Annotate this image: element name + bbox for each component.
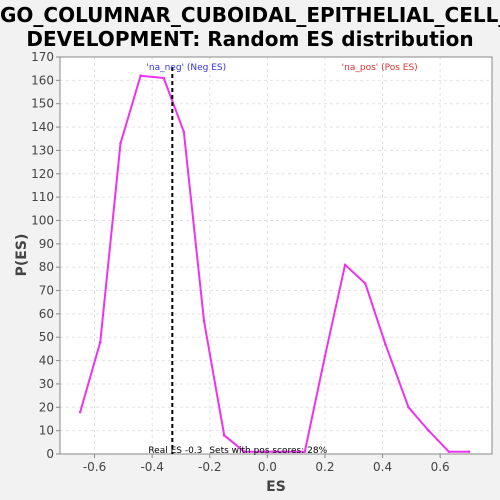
data-point	[263, 450, 266, 453]
data-point	[303, 450, 307, 453]
y-tick-label: 40	[39, 354, 54, 368]
chart-title-line-2: DEVELOPMENT: Random ES distribution	[26, 27, 474, 51]
data-point	[447, 450, 451, 453]
data-point	[222, 434, 226, 437]
data-point	[283, 450, 286, 453]
annotations: 'na_neg' (Neg ES) 'na_pos' (Pos ES) Real E…	[146, 63, 417, 456]
plot-area	[60, 57, 492, 454]
x-tick-label: -0.6	[83, 460, 106, 474]
x-tick-label: 0.2	[315, 460, 334, 474]
data-point	[427, 429, 430, 432]
y-tick-label: 100	[31, 213, 54, 227]
data-point	[119, 142, 122, 145]
data-point	[78, 410, 82, 414]
data-point	[323, 354, 327, 358]
plot-border	[59, 56, 493, 455]
y-tick-label: 80	[39, 260, 54, 274]
y-tick-label: 70	[39, 284, 54, 298]
y-tick-label: 20	[39, 400, 54, 414]
y-tick-label: 110	[31, 190, 54, 204]
y-tick-label: 170	[31, 50, 54, 64]
y-tick-label: 50	[39, 330, 54, 344]
real-es-label: Real ES -0.3	[148, 446, 202, 456]
y-tick-label: 0	[46, 447, 54, 461]
data-point	[139, 74, 142, 77]
neg-es-label: 'na_neg' (Neg ES)	[146, 63, 226, 73]
pos-es-label: 'na_pos' (Pos ES)	[342, 63, 418, 73]
x-tick-label: -0.2	[198, 460, 221, 474]
x-tick-label: 0.0	[258, 460, 277, 474]
y-tick-label: 90	[39, 237, 54, 251]
x-axis-title: ES	[266, 479, 286, 495]
data-point	[407, 405, 410, 409]
grid	[60, 56, 492, 455]
data-point	[202, 319, 206, 323]
y-tick-label: 150	[31, 97, 54, 111]
y-tick-label: 120	[31, 167, 54, 181]
pos-scores-label: Sets with pos scores: 28%	[209, 446, 327, 456]
data-point	[363, 282, 367, 285]
y-axis-title: P(ES)	[14, 234, 30, 277]
y-tick-label: 30	[39, 377, 54, 391]
data-point	[99, 340, 102, 344]
x-tick-label: -0.4	[140, 460, 163, 474]
series-line	[79, 74, 469, 453]
data-point	[467, 450, 471, 453]
data-point	[343, 263, 347, 267]
y-tick-label: 10	[39, 424, 54, 438]
axes: 0 10 20 30 40 50 60 70 80 90 100 110 120 130 140 150 160…	[31, 50, 493, 474]
data-point	[384, 342, 387, 346]
data-point	[182, 130, 186, 134]
x-tick-label: 0.6	[431, 460, 450, 474]
y-tick-label: 160	[31, 73, 54, 87]
data-point	[162, 76, 165, 80]
y-tick-label: 60	[39, 307, 54, 321]
x-tick-label: 0.4	[373, 460, 392, 474]
y-tick-label: 140	[31, 120, 54, 134]
chart-title-line-1: GO_COLUMNAR_CUBOIDAL_EPITHELIAL_CELL_	[0, 3, 500, 27]
y-tick-label: 130	[31, 143, 54, 157]
data-point	[243, 450, 246, 453]
series-layer	[78, 74, 471, 453]
